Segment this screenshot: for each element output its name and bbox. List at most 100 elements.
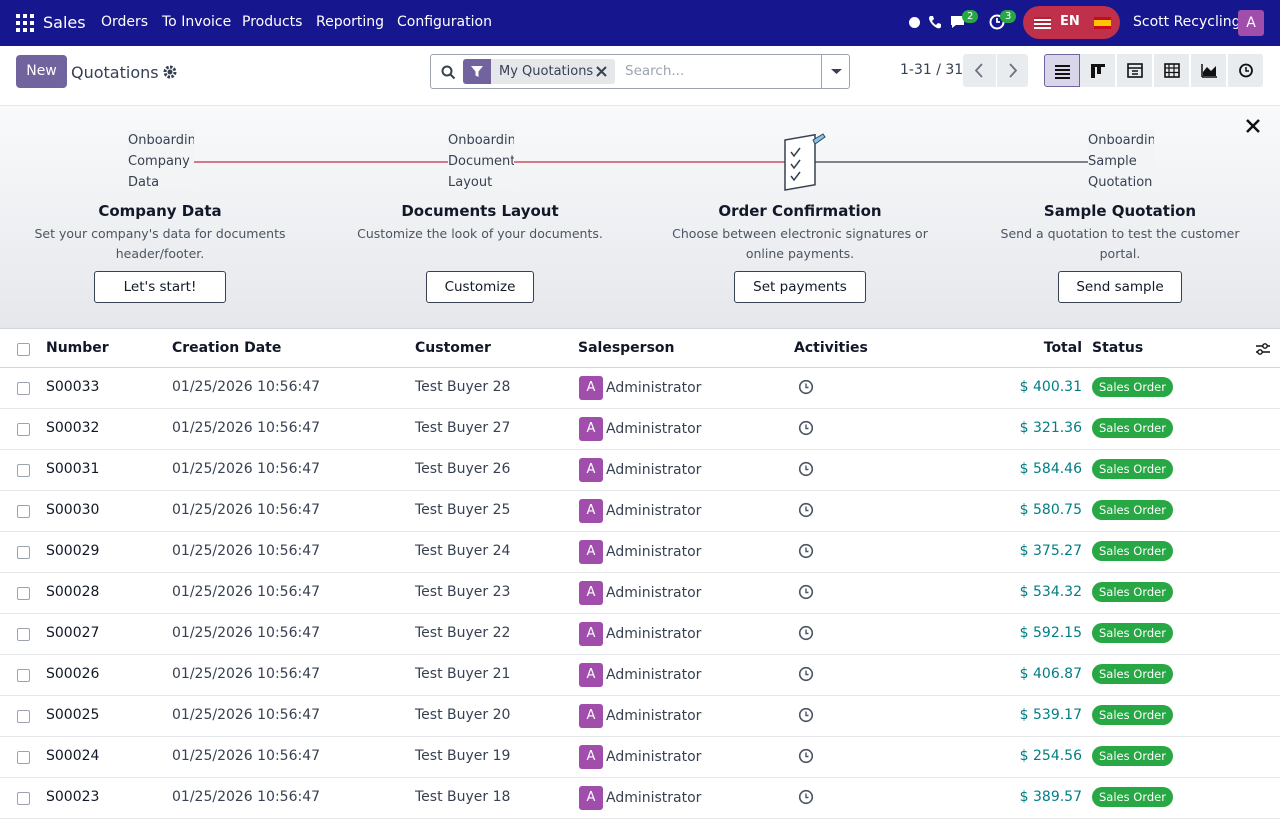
column-header[interactable]: Status (1092, 340, 1144, 356)
optional-columns[interactable] (1255, 341, 1271, 357)
order-number: S00029 (46, 543, 100, 559)
pager-next[interactable] (996, 54, 1028, 87)
column-header[interactable]: Creation Date (172, 340, 282, 356)
menu-item[interactable]: Reporting (316, 14, 385, 30)
order-number: S00030 (46, 502, 100, 518)
app-name[interactable]: Sales (43, 13, 86, 32)
row-checkbox[interactable] (17, 710, 30, 723)
activity-icon[interactable] (798, 379, 814, 395)
calendar-view[interactable] (1117, 54, 1153, 87)
activity-icon[interactable] (798, 707, 814, 723)
salesperson-avatar: A (579, 622, 603, 646)
search-box[interactable]: My Quotations Search... (430, 54, 850, 89)
lang: EN (1060, 14, 1080, 29)
column-header[interactable]: Salesperson (578, 340, 675, 356)
row-checkbox[interactable] (17, 423, 30, 436)
new-button[interactable]: New (16, 55, 67, 88)
table-row[interactable]: S00025 01/25/2026 10:56:47 Test Buyer 20 A A… (0, 696, 1280, 737)
table-row[interactable]: S00024 01/25/2026 10:56:47 Test Buyer 19 A A… (0, 737, 1280, 778)
total: $ 539.17 (1019, 707, 1082, 723)
activity-view[interactable] (1228, 54, 1264, 87)
row-checkbox[interactable] (17, 628, 30, 641)
onboarding-step: Order Confirmation Choose between electro… (640, 106, 960, 329)
step-button[interactable]: Set payments (734, 271, 866, 303)
column-header[interactable]: Customer (415, 340, 491, 356)
row-checkbox[interactable] (17, 792, 30, 805)
messages-icon[interactable] (949, 14, 967, 30)
salesperson-avatar: A (579, 704, 603, 728)
creation-date: 01/25/2026 10:56:47 (172, 543, 321, 559)
activity-icon[interactable] (798, 461, 814, 477)
row-checkbox[interactable] (17, 546, 30, 559)
pivot-view[interactable] (1154, 54, 1190, 87)
step-button[interactable]: Customize (426, 271, 534, 303)
status-badge: Sales Order (1092, 459, 1173, 479)
salesperson-avatar: A (579, 499, 603, 523)
customer: Test Buyer 21 (415, 666, 511, 682)
menu-item[interactable]: To Invoice (162, 14, 232, 30)
row-checkbox[interactable] (17, 751, 30, 764)
creation-date: 01/25/2026 10:56:47 (172, 625, 321, 641)
step-button[interactable]: Send sample (1058, 271, 1182, 303)
column-header[interactable]: Activities (794, 340, 868, 356)
menu-item[interactable]: Products (242, 14, 303, 30)
customer: Test Buyer 22 (415, 625, 511, 641)
table-row[interactable]: S00027 01/25/2026 10:56:47 Test Buyer 22 A A… (0, 614, 1280, 655)
pager-prev[interactable] (963, 54, 996, 87)
activity-icon[interactable] (798, 584, 814, 600)
table-row[interactable]: S00029 01/25/2026 10:56:47 Test Buyer 24 A A… (0, 532, 1280, 573)
control-panel: New Quotations My Quotations Search... 1… (0, 46, 1280, 106)
step-title: Sample Quotation (1043, 202, 1197, 220)
step-button[interactable]: Let's start! (94, 271, 226, 303)
phone-icon[interactable] (928, 15, 942, 29)
gear-icon[interactable] (163, 65, 177, 79)
activity-icon[interactable] (798, 420, 814, 436)
table-row[interactable]: S00031 01/25/2026 10:56:47 Test Buyer 26 A A… (0, 450, 1280, 491)
order-number: S00033 (46, 379, 100, 395)
activity-icon[interactable] (798, 543, 814, 559)
search-input[interactable]: Search... (625, 63, 685, 79)
onboarding-step: Onboarding Sample Quotation Sample Quotat… (960, 106, 1280, 329)
total: $ 580.75 (1019, 502, 1082, 518)
lang-switch[interactable]: EN (1023, 6, 1120, 39)
table-row[interactable]: S00030 01/25/2026 10:56:47 Test Buyer 25 A A… (0, 491, 1280, 532)
list-view[interactable] (1044, 54, 1080, 87)
row-checkbox[interactable] (17, 464, 30, 477)
activity-icon[interactable] (798, 625, 814, 641)
table-row[interactable]: S00023 01/25/2026 10:56:47 Test Buyer 18 A A… (0, 778, 1280, 819)
activity-icon[interactable] (798, 666, 814, 682)
activity-icon[interactable] (798, 789, 814, 805)
apps-icon[interactable] (16, 14, 34, 32)
menu-item[interactable]: Orders (101, 14, 149, 30)
remove-facet[interactable] (596, 66, 607, 77)
menu-item[interactable]: Configuration (397, 14, 492, 30)
user-avatar[interactable]: A (1238, 10, 1264, 36)
total: $ 584.46 (1019, 461, 1082, 477)
total: $ 592.15 (1019, 625, 1082, 641)
table-row[interactable]: S00032 01/25/2026 10:56:47 Test Buyer 27 A A… (0, 409, 1280, 450)
row-checkbox[interactable] (17, 382, 30, 395)
row-checkbox[interactable] (17, 505, 30, 518)
table-row[interactable]: S00033 01/25/2026 10:56:47 Test Buyer 28 A A… (0, 368, 1280, 409)
table-row[interactable]: S00026 01/25/2026 10:56:47 Test Buyer 21 A A… (0, 655, 1280, 696)
company-name[interactable]: Scott Recycling (1133, 14, 1241, 30)
activity-icon[interactable] (798, 748, 814, 764)
row-checkbox[interactable] (17, 669, 30, 682)
salesperson: Administrator (606, 380, 702, 396)
row-checkbox[interactable] (17, 587, 30, 600)
table-row[interactable]: S00028 01/25/2026 10:56:47 Test Buyer 23 A A… (0, 573, 1280, 614)
select-all-checkbox[interactable] (17, 343, 30, 356)
filter-icon (463, 59, 491, 84)
salesperson-avatar: A (579, 581, 603, 605)
kanban-view[interactable] (1080, 54, 1116, 87)
graph-view[interactable] (1191, 54, 1227, 87)
search-icon (441, 65, 456, 80)
total: $ 400.31 (1019, 379, 1082, 395)
creation-date: 01/25/2026 10:56:47 (172, 789, 321, 805)
close-onboarding[interactable] (1245, 118, 1261, 134)
search-toggle[interactable] (821, 55, 850, 88)
activity-icon[interactable] (798, 502, 814, 518)
column-header[interactable]: Total (1043, 340, 1082, 356)
column-header[interactable]: Number (46, 340, 109, 356)
